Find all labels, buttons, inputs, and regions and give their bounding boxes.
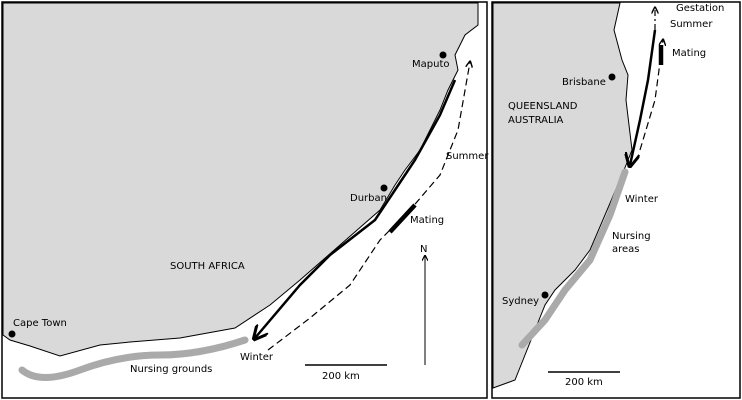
- south-africa-panel: Maputo Summer Durban Mating SOUTH AFRICA…: [1, 1, 489, 399]
- land: [492, 2, 633, 389]
- nursing-areas: [518, 168, 629, 349]
- country-label: AUSTRALIA: [508, 115, 564, 126]
- country-label: SOUTH AFRICA: [170, 261, 245, 272]
- city-marker: [8, 330, 16, 338]
- area-label: Nursing: [612, 231, 651, 242]
- route-label: Mating: [672, 48, 706, 59]
- route-label: Mating: [410, 215, 444, 226]
- australia-panel: Gestation Summer Mating Brisbane QUEENSL…: [491, 1, 741, 399]
- scale-label: 200 km: [565, 377, 603, 388]
- city-label: Brisbane: [562, 77, 606, 88]
- land: [2, 2, 479, 357]
- route-label: Gestation: [676, 3, 724, 14]
- city-marker: [380, 184, 388, 192]
- migration-route: [255, 79, 457, 338]
- north-label: N: [420, 244, 427, 255]
- city-label: Sydney: [502, 296, 539, 307]
- area-label: areas: [612, 244, 640, 255]
- city-label: Durban: [350, 193, 387, 204]
- city-label: Maputo: [412, 59, 449, 70]
- season-label: Winter: [625, 194, 659, 205]
- migration-route: [630, 29, 657, 165]
- mating-segment: [388, 203, 417, 234]
- city-marker: [439, 51, 447, 59]
- city-marker: [541, 291, 549, 299]
- country-label: QUEENSLAND: [508, 101, 578, 112]
- city-marker: [608, 73, 616, 81]
- season-label: Summer: [446, 151, 489, 162]
- season-label: Summer: [670, 19, 713, 30]
- nursing-grounds: [18, 336, 249, 381]
- area-label: Nursing grounds: [130, 364, 212, 375]
- city-label: Cape Town: [13, 318, 67, 329]
- scale-label: 200 km: [322, 371, 360, 382]
- season-label: Winter: [240, 352, 274, 363]
